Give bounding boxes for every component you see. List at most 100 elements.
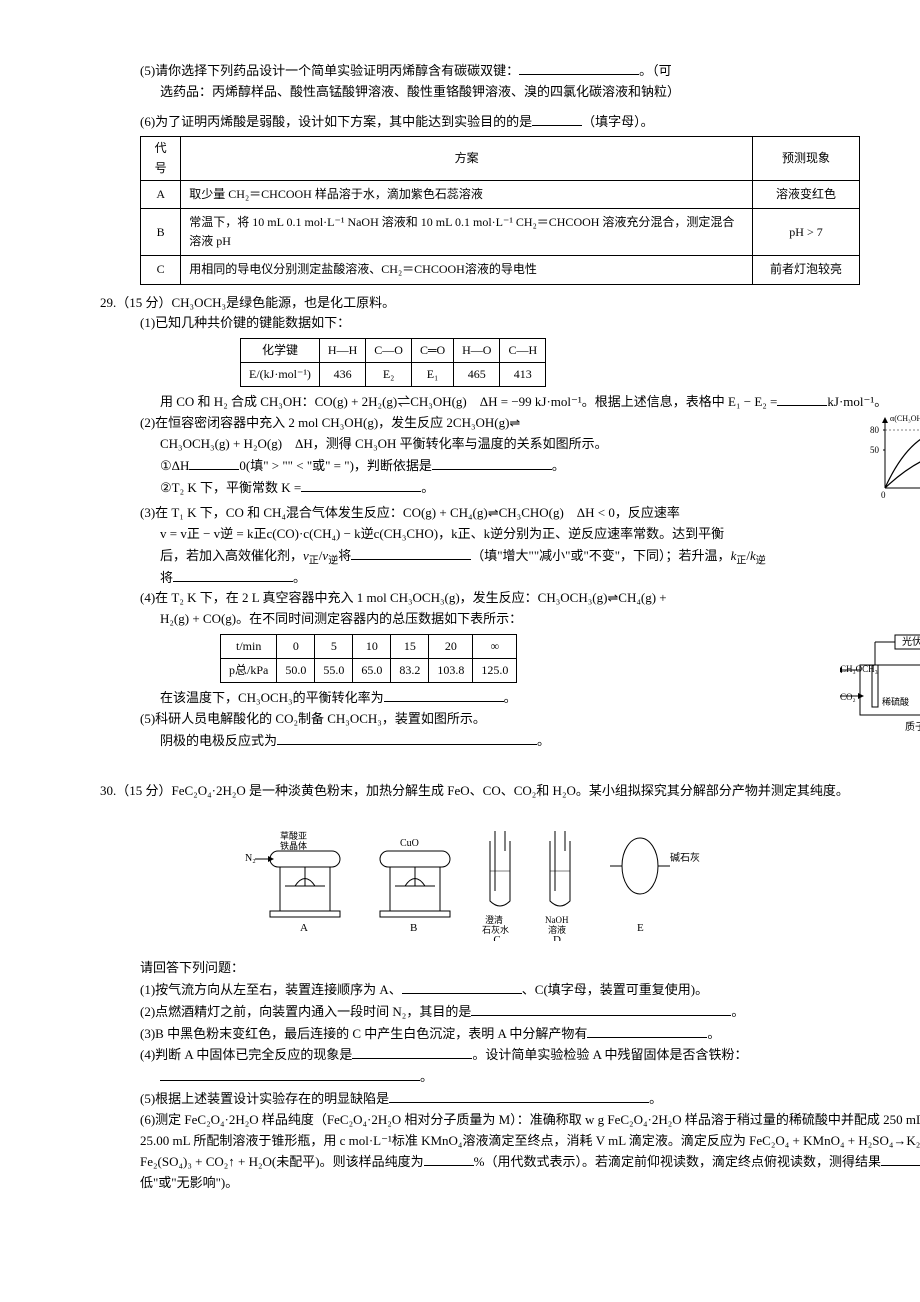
blank bbox=[173, 567, 293, 582]
svg-text:铁晶体: 铁晶体 bbox=[280, 840, 307, 851]
q29-p2-1: ①ΔH bbox=[160, 458, 189, 473]
cell: 436 bbox=[319, 363, 365, 387]
q29-p2-1b: 0(填" > "" < "或" = ")，判断依据是 bbox=[239, 458, 432, 473]
q5-line2: 选药品：丙烯醇样品、酸性高锰酸钾溶液、酸性重铬酸钾溶液、溴的四氯化碳溶液和钠粒） bbox=[100, 84, 680, 99]
svg-text:草酸亚: 草酸亚 bbox=[280, 830, 307, 841]
cell: 50.0 bbox=[277, 659, 315, 683]
q29-p2-2: ②T₂ K 下，平衡常数 K = bbox=[160, 480, 301, 495]
blank bbox=[384, 687, 504, 702]
svg-text:0: 0 bbox=[881, 490, 886, 500]
q29-p3c: 后，若加入高效催化剂， bbox=[160, 548, 303, 563]
th: H—H bbox=[319, 339, 365, 363]
q30-title: 30.（15 分）FeC₂O₄·2H₂O 是一种淡黄色粉末，加热分解生成 FeO… bbox=[100, 781, 920, 802]
row-label: E/(kJ·mol⁻¹) bbox=[241, 363, 320, 387]
cell: E₂ bbox=[366, 363, 412, 387]
cell: 465 bbox=[454, 363, 500, 387]
blank bbox=[389, 1088, 649, 1103]
cell: pH > 7 bbox=[753, 208, 860, 255]
cell: 取少量 CH₂＝CHCOOH 样品溶于水，滴加紫色石蕊溶液 bbox=[181, 180, 753, 208]
blank bbox=[432, 455, 552, 470]
cell: 溶液变红色 bbox=[753, 180, 860, 208]
th: t/min bbox=[221, 635, 277, 659]
svg-text:CuO: CuO bbox=[400, 838, 419, 849]
blank bbox=[160, 1066, 420, 1081]
bond-table: 化学键H—HC—OC═OH—OC—H E/(kJ·mol⁻¹)436E₂E₁46… bbox=[240, 338, 546, 387]
cell: 65.0 bbox=[353, 659, 391, 683]
q5-text: (5)请你选择下列药品设计一个简单实验证明丙烯醇含有碳碳双键： bbox=[100, 63, 519, 78]
cell: E₁ bbox=[411, 363, 453, 387]
row-label: p总/kPa bbox=[221, 659, 277, 683]
cell: 83.2 bbox=[391, 659, 429, 683]
q29-p5: (5)科研人员电解酸化的 CO₂制备 CH₃OCH₃，装置如图所示。 bbox=[140, 711, 486, 726]
q29-p2b: CH₃OCH₃(g) + H₂O(g) ΔH，测得 CH₃OH 平衡转化率与温度… bbox=[160, 436, 608, 451]
q29-p2: (2)在恒容密闭容器中充入 2 mol CH₃OH(g)，发生反应 2CH₃OH… bbox=[140, 415, 520, 430]
cell: C bbox=[141, 256, 181, 284]
q29-p3f: 将 bbox=[160, 570, 173, 585]
q29-p1: (1)已知几种共价键的键能数据如下： bbox=[100, 313, 920, 334]
cell: 55.0 bbox=[315, 659, 353, 683]
apparatus-diagram: N₂ 草酸亚铁晶体 A CuO B 澄清石灰水 C NaOH溶液 D 碱石灰 E bbox=[240, 811, 920, 948]
q30-p0: 请回答下列问题： bbox=[100, 958, 920, 979]
svg-text:稀硫酸: 稀硫酸 bbox=[882, 696, 909, 707]
q30-p3: (3)B 中黑色粉末变红色，最后连接的 C 中产生白色沉淀，表明 A 中分解产物… bbox=[140, 1026, 587, 1041]
cell: 用相同的导电仪分别测定盐酸溶液、CH₂＝CHCOOH溶液的导电性 bbox=[181, 256, 753, 284]
svg-text:α(CH₃OH)/%: α(CH₃OH)/% bbox=[890, 414, 920, 423]
th: 0 bbox=[277, 635, 315, 659]
q6-tail: （填字母）。 bbox=[582, 114, 654, 129]
th-predict: 预测现象 bbox=[753, 137, 860, 180]
conversion-graph: 80 50 T₂ K T₁ K 0 10 t/min α(CH₃OH)/% bbox=[870, 413, 920, 503]
q29-p3e: （填"增大""减小"或"不变"，下同）；若升温， bbox=[471, 548, 730, 563]
electrolysis-diagram: 光伏电池 CH₃OCH₃ CO₂ H₂O O₂ 稀硫酸 稀硫酸 质子交换膜 bbox=[840, 630, 920, 740]
svg-text:B: B bbox=[410, 922, 417, 934]
th-code: 代号 bbox=[141, 137, 181, 180]
th: 10 bbox=[353, 635, 391, 659]
q30-p1b: 、C(填字母，装置可重复使用)。 bbox=[522, 982, 708, 997]
svg-text:A: A bbox=[300, 922, 308, 934]
th: C—O bbox=[366, 339, 412, 363]
blank bbox=[277, 730, 537, 745]
q29-p1b: 用 CO 和 H₂ 合成 CH₃OH：CO(g) + 2H₂(g)⇌CH₃OH(… bbox=[160, 394, 777, 409]
q30-p1: (1)按气流方向从左至右，装置连接顺序为 A、 bbox=[140, 982, 402, 997]
cell: A bbox=[141, 180, 181, 208]
q5-tail: 。（可 bbox=[639, 63, 672, 78]
th: 15 bbox=[391, 635, 429, 659]
q29-title: 29.（15 分）CH₃OCH₃是绿色能源，也是化工原料。 bbox=[100, 293, 920, 314]
q6-table: 代号方案预测现象 A取少量 CH₂＝CHCOOH 样品溶于水，滴加紫色石蕊溶液溶… bbox=[140, 136, 860, 284]
q30-p4: (4)判断 A 中固体已完全反应的现象是 bbox=[140, 1047, 352, 1062]
q30-p2: (2)点燃酒精灯之前，向装置内通入一段时间 N₂，其目的是 bbox=[140, 1004, 471, 1019]
th: 20 bbox=[429, 635, 473, 659]
q6-blank bbox=[532, 111, 582, 126]
cell: 103.8 bbox=[429, 659, 473, 683]
cell: 125.0 bbox=[473, 659, 517, 683]
q29-p3: (3)在 T₁ K 下，CO 和 CH₄混合气体发生反应：CO(g) + CH₄… bbox=[140, 505, 680, 520]
blank bbox=[424, 1151, 474, 1166]
th: ∞ bbox=[473, 635, 517, 659]
th-plan: 方案 bbox=[181, 137, 753, 180]
q30-p5: (5)根据上述装置设计实验存在的明显缺陷是 bbox=[140, 1091, 389, 1106]
svg-text:碱石灰: 碱石灰 bbox=[670, 851, 700, 864]
svg-text:CO₂: CO₂ bbox=[840, 692, 856, 702]
q29-p4c: 在该温度下，CH₃OCH₃的平衡转化率为 bbox=[160, 690, 384, 705]
time-table: t/min05101520∞ p总/kPa50.055.065.083.2103… bbox=[220, 634, 517, 683]
svg-text:N₂: N₂ bbox=[245, 853, 256, 864]
th: H—O bbox=[454, 339, 500, 363]
cell: B bbox=[141, 208, 181, 255]
q6-text: (6)为了证明丙烯酸是弱酸，设计如下方案，其中能达到实验目的的是 bbox=[100, 114, 532, 129]
blank bbox=[587, 1023, 707, 1038]
q29-p3b: v = v正 − v逆 = k正c(CO)·c(CH₄) − k逆c(CH₃CH… bbox=[160, 526, 724, 541]
svg-text:NaOH: NaOH bbox=[545, 915, 569, 925]
svg-text:CH₃OCH₃: CH₃OCH₃ bbox=[840, 664, 878, 674]
q29-p4b: H₂(g) + CO(g)。在不同时间测定容器内的总压数据如下表所示： bbox=[160, 611, 522, 626]
q29-p1c: kJ·mol⁻¹。 bbox=[827, 394, 887, 409]
blank bbox=[352, 1044, 472, 1059]
q29-p5b: 阴极的电极反应式为 bbox=[160, 733, 277, 748]
blank bbox=[351, 545, 471, 560]
q30-p6b: %（用代数式表示）。若滴定前仰视读数，滴定终点俯视读数，测得结果 bbox=[474, 1154, 881, 1169]
q30-p4b: 。设计简单实验检验 A 中残留固体是否含铁粉： bbox=[472, 1047, 747, 1062]
svg-text:D: D bbox=[553, 934, 561, 941]
svg-text:光伏电池: 光伏电池 bbox=[902, 635, 920, 648]
blank bbox=[881, 1151, 920, 1166]
svg-text:80: 80 bbox=[870, 425, 880, 435]
q5-blank bbox=[519, 60, 639, 75]
th: C—H bbox=[500, 339, 546, 363]
